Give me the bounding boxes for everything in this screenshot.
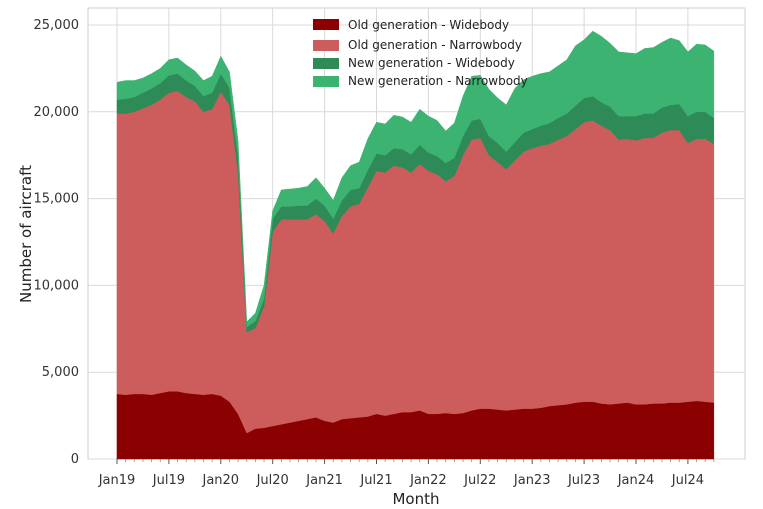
x-tick-label: Jul19 [152, 473, 185, 488]
legend-label-old-widebody: Old generation - Widebody [348, 18, 509, 32]
y-tick-label: 15,000 [34, 192, 80, 207]
legend-swatch-new-narrowbody [313, 76, 339, 87]
y-tick-label: 25,000 [34, 18, 80, 33]
y-axis-title: Number of aircraft [17, 165, 35, 303]
legend-swatch-old-widebody [313, 19, 339, 30]
x-tick-label: Jan20 [202, 473, 240, 488]
x-tick-label: Jan24 [617, 473, 655, 488]
area-new-narrowbody [116, 30, 715, 328]
tick-labels-group: 0 5,000 10,000 15,000 20,000 25,000 Jan19 Jul19… [34, 18, 715, 488]
x-tick-label: Jan19 [98, 473, 136, 488]
y-tick-label: 10,000 [34, 278, 80, 293]
y-tick-label: 5,000 [42, 365, 79, 380]
x-tick-label: Jul22 [463, 473, 496, 488]
legend-swatch-new-widebody [313, 58, 339, 69]
legend-swatch-old-narrowbody [313, 40, 339, 51]
y-tick-label: 20,000 [34, 105, 80, 120]
legend-label-old-narrowbody: Old generation - Narrowbody [348, 38, 522, 52]
x-tick-label: Jul20 [256, 473, 289, 488]
x-tick-label: Jan22 [409, 473, 447, 488]
y-tick-label: 0 [71, 452, 79, 467]
x-tick-label: Jul21 [359, 473, 392, 488]
x-axis-title: Month [392, 490, 439, 508]
x-tick-label: Jan23 [513, 473, 551, 488]
x-tick-label: Jul23 [567, 473, 600, 488]
x-tick-label: Jul24 [671, 473, 704, 488]
area-series-group [116, 30, 715, 460]
x-tick-label: Jan21 [305, 473, 343, 488]
legend-label-new-narrowbody: New generation - Narrowbody [348, 74, 528, 88]
legend-label-new-widebody: New generation - Widebody [348, 56, 515, 70]
legend: Old generation - Widebody Old generation… [313, 18, 528, 88]
